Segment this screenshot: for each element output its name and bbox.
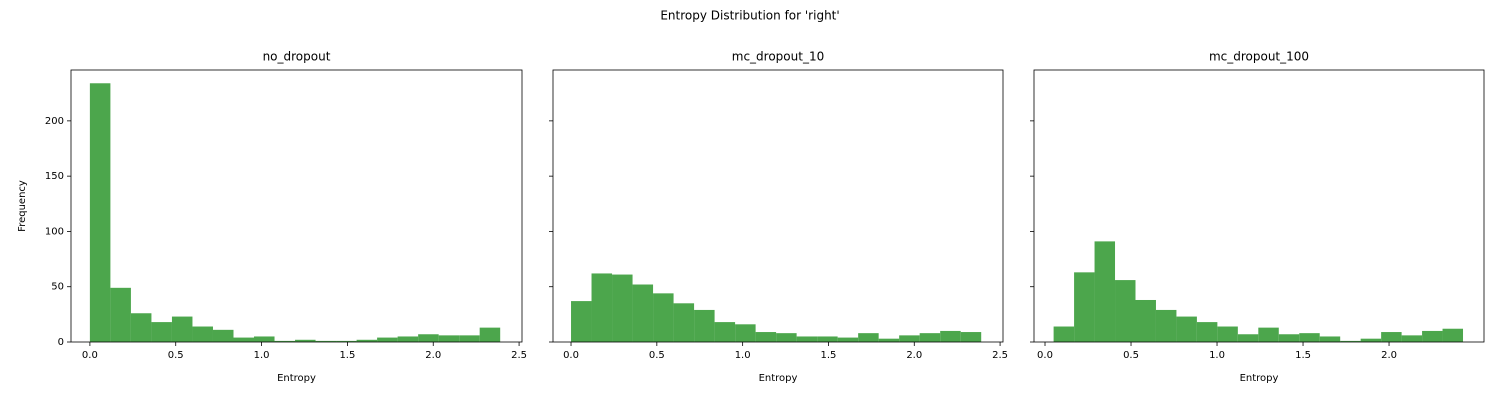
x-tick-label: 2.0	[425, 350, 441, 361]
x-tick-label: 2.0	[906, 350, 922, 361]
bar	[960, 332, 982, 342]
bar	[632, 284, 654, 342]
x-axis-label: Entropy	[1240, 373, 1279, 384]
bar	[1176, 316, 1197, 342]
bar	[1381, 332, 1402, 342]
axes-title: mc_dropout_100	[1209, 50, 1309, 64]
bar	[940, 330, 961, 342]
bar	[254, 336, 275, 342]
y-tick-label: 200	[45, 116, 64, 127]
bar	[714, 322, 736, 342]
y-tick-label: 50	[51, 282, 64, 293]
bar	[1340, 340, 1361, 342]
bar	[274, 340, 296, 342]
x-tick-label: 1.5	[339, 350, 355, 361]
x-tick-label: 1.5	[821, 350, 837, 361]
bar	[1401, 335, 1423, 342]
x-tick-label: 0.5	[649, 350, 665, 361]
bar	[151, 322, 172, 342]
bar	[110, 287, 131, 342]
bar	[1299, 333, 1320, 342]
bar	[571, 301, 592, 342]
axes-frame	[552, 69, 1004, 343]
bar	[878, 338, 900, 342]
bar	[1074, 272, 1095, 342]
y-tick-label: 0	[58, 337, 64, 348]
bar	[479, 327, 501, 342]
bar	[1094, 241, 1116, 342]
bar	[694, 309, 715, 342]
bar	[858, 333, 879, 342]
y-tick-label: 150	[45, 171, 64, 182]
x-tick-label: 1.0	[1209, 350, 1225, 361]
bar	[233, 337, 255, 342]
bar	[1319, 336, 1341, 342]
bar	[1053, 326, 1075, 342]
x-tick-label: 1.0	[735, 350, 751, 361]
x-tick-label: 0.0	[82, 350, 98, 361]
bar	[612, 274, 633, 342]
x-tick-label: 1.0	[254, 350, 270, 361]
bar	[591, 273, 613, 342]
y-axis-label: Frequency	[17, 180, 28, 232]
bar	[336, 340, 357, 342]
bar	[1422, 330, 1443, 342]
bar	[356, 339, 378, 342]
x-axis-label: Entropy	[277, 373, 316, 384]
bar	[1258, 327, 1279, 342]
bar	[796, 336, 818, 342]
bar	[1237, 334, 1259, 342]
bar	[377, 337, 398, 342]
bar	[459, 335, 480, 342]
x-tick-label: 0.5	[168, 350, 184, 361]
x-tick-label: 2.5	[511, 350, 527, 361]
bar	[1115, 280, 1136, 342]
bar	[1442, 328, 1464, 342]
bar	[1196, 322, 1218, 342]
axes-frame	[70, 69, 523, 343]
bar	[315, 340, 337, 342]
axes-title: mc_dropout_10	[732, 50, 824, 64]
axes-title: no_dropout	[263, 50, 331, 64]
bar	[1135, 299, 1156, 342]
bar	[899, 335, 920, 342]
bar	[776, 333, 797, 342]
x-tick-label: 2.0	[1381, 350, 1397, 361]
x-tick-label: 2.5	[992, 350, 1008, 361]
bar	[212, 329, 234, 342]
x-tick-label: 0.0	[1037, 350, 1053, 361]
bar	[295, 339, 316, 342]
bar	[1278, 334, 1300, 342]
figure-title: Entropy Distribution for 'right'	[660, 9, 839, 23]
x-tick-label: 0.5	[1123, 350, 1139, 361]
y-tick-label: 100	[45, 226, 64, 237]
bar	[171, 316, 193, 342]
bar	[755, 332, 777, 342]
x-axis-label: Entropy	[759, 373, 798, 384]
bar	[919, 333, 941, 342]
x-tick-label: 0.0	[563, 350, 579, 361]
bar	[89, 83, 111, 342]
axes-frame	[1033, 69, 1485, 343]
bar	[673, 303, 695, 342]
bar	[438, 335, 460, 342]
bar	[192, 326, 213, 342]
bar	[130, 313, 152, 342]
bar	[653, 293, 674, 342]
bar	[418, 334, 439, 342]
x-tick-label: 1.5	[1295, 350, 1311, 361]
bar	[817, 336, 838, 342]
bar	[837, 337, 859, 342]
bar	[1360, 338, 1382, 342]
bar	[1155, 309, 1177, 342]
bar	[1217, 326, 1238, 342]
bar	[735, 324, 756, 342]
bar	[397, 336, 419, 342]
